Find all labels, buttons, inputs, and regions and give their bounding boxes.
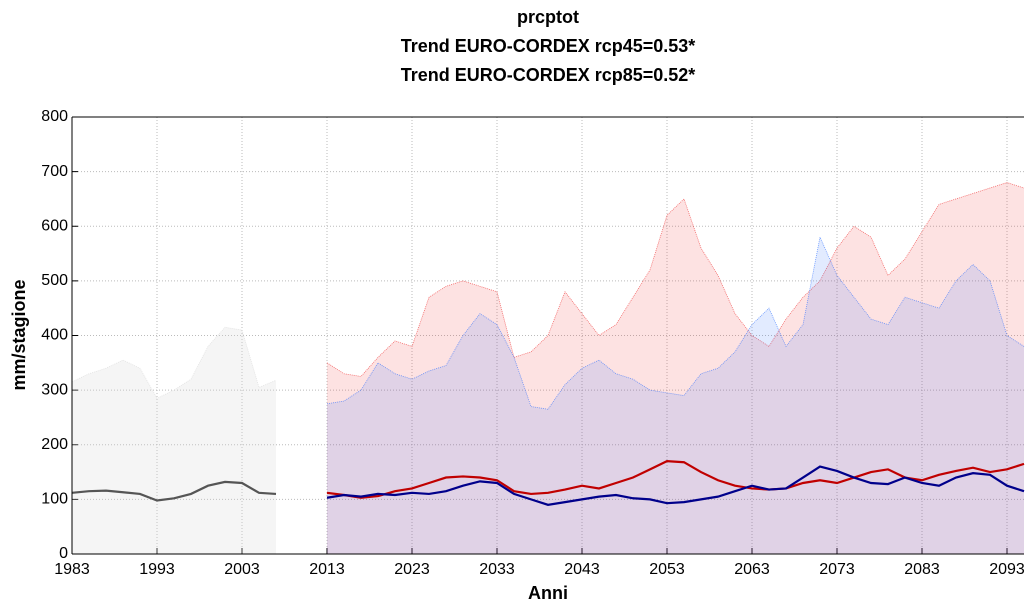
chart-title: prcptot <box>517 7 579 27</box>
y-tick-label: 500 <box>41 272 68 289</box>
x-tick-label: 2073 <box>819 561 855 578</box>
x-tick-label: 2053 <box>649 561 685 578</box>
y-tick-label: 400 <box>41 327 68 344</box>
chart-subtitle: Trend EURO-CORDEX rcp45=0.53* <box>401 36 696 56</box>
x-tick-label: 2003 <box>224 561 260 578</box>
x-tick-label: 2013 <box>309 561 345 578</box>
y-tick-label: 0 <box>59 545 68 562</box>
band-edge <box>326 182 1025 377</box>
x-tick-label: 1983 <box>54 561 90 578</box>
x-tick-label: 2083 <box>904 561 940 578</box>
mean-line <box>326 465 1025 506</box>
band-edge <box>71 326 277 399</box>
y-tick-label: 600 <box>41 217 68 234</box>
x-tick-label: 2043 <box>564 561 600 578</box>
band-area <box>327 182 1024 555</box>
y-tick-label: 800 <box>41 108 68 125</box>
band-area <box>72 327 276 554</box>
mean-line <box>71 480 277 502</box>
y-tick-label: 100 <box>41 491 68 508</box>
x-axis-label: Anni <box>528 583 568 603</box>
x-tick-label: 2033 <box>479 561 515 578</box>
x-tick-label: 2023 <box>394 561 430 578</box>
y-tick-label: 700 <box>41 163 68 180</box>
x-tick-label: 1993 <box>139 561 175 578</box>
y-axis-label: mm/stagione <box>9 279 29 390</box>
x-tick-label: 2063 <box>734 561 770 578</box>
chart-subtitle: Trend EURO-CORDEX rcp85=0.52* <box>401 65 696 85</box>
y-tick-label: 300 <box>41 381 68 398</box>
x-tick-label: 2093 <box>989 561 1025 578</box>
y-tick-label: 200 <box>41 436 68 453</box>
